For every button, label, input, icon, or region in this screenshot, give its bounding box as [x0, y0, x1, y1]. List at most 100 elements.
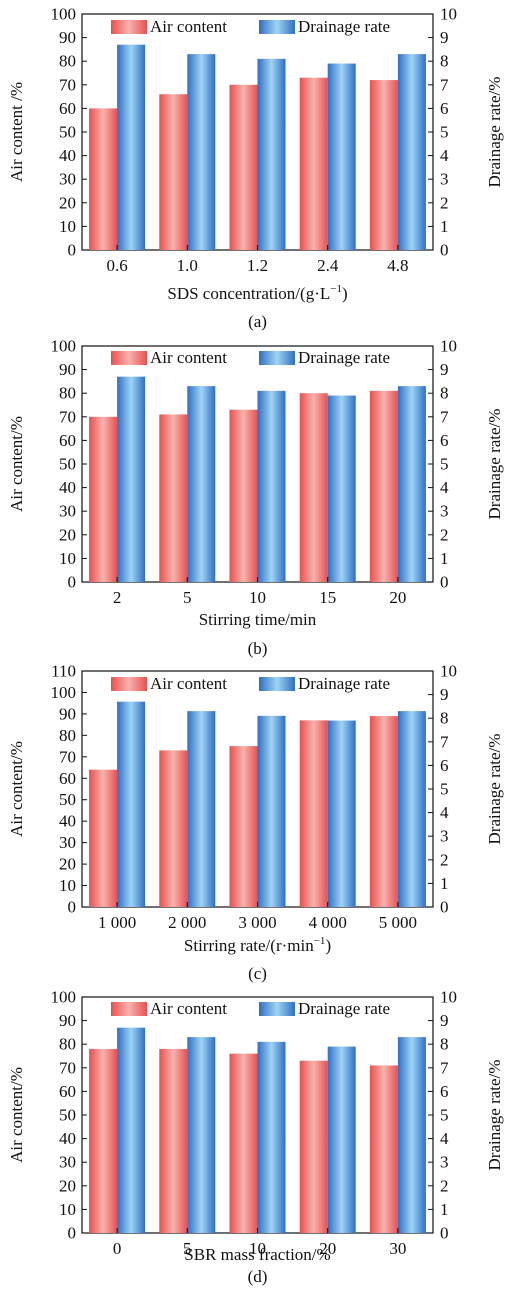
bar-air-content: [299, 720, 328, 907]
y-tick-label: 10: [59, 217, 76, 236]
y2-tick-label: 5: [440, 455, 449, 474]
bar-air-content: [229, 409, 258, 582]
bar-air-content: [369, 80, 398, 250]
y-tick-label: 30: [59, 502, 76, 521]
bar-drainage-rate: [397, 711, 426, 907]
x-tick-label: 1.0: [177, 256, 198, 275]
y-tick-label: 70: [59, 407, 76, 426]
y2-tick-label: 1: [440, 217, 449, 236]
chart-panel-2: 0 10 20 30 40 50 60 70 80 90 100 0 1 2 3 4 5 6 7 8 9 10 2 5 10 15…: [7, 337, 504, 659]
y-tick-label: 40: [59, 1129, 76, 1148]
x-tick-label: 1 000: [98, 913, 136, 932]
y2-tick-label: 7: [440, 407, 449, 426]
panel-caption: (a): [248, 312, 267, 331]
bar-air-content: [369, 390, 398, 582]
bar-drainage-rate: [327, 63, 356, 251]
x-tick-label: 1.2: [247, 256, 268, 275]
y-axis-label: Air content /%: [7, 82, 26, 182]
x-tick-label: 5 000: [379, 913, 417, 932]
x-tick-label: 30: [389, 1239, 406, 1258]
y-tick-label: 100: [51, 5, 77, 24]
chart-panel-3: 0 10 20 30 40 50 60 70 80 90 100 110 0 1 2 3 4 5 6 7 8 9 10 1 0…: [7, 662, 504, 984]
bar-drainage-rate: [187, 711, 216, 907]
y-tick-label: 80: [59, 1035, 76, 1054]
y2-tick-label: 10: [440, 337, 457, 356]
x-tick-label: 2 000: [168, 913, 206, 932]
y2-tick-label: 8: [440, 709, 449, 728]
y-tick-label: 60: [59, 769, 76, 788]
y-tick-label: 40: [59, 812, 76, 831]
y2-tick-label: 5: [440, 780, 449, 799]
y2-tick-label: 7: [440, 1058, 449, 1077]
y-tick-label: 70: [59, 747, 76, 766]
x-tick-label: 0: [113, 1239, 122, 1258]
legend-label-drainage-rate: Drainage rate: [298, 348, 390, 367]
bar-air-content: [229, 84, 258, 250]
y-tick-label: 30: [59, 1153, 76, 1172]
bar-drainage-rate: [397, 1037, 426, 1233]
bar-drainage-rate: [257, 715, 286, 907]
y-tick-label: 70: [59, 1058, 76, 1077]
bar-drainage-rate: [257, 58, 286, 251]
bar-air-content: [299, 393, 328, 582]
y2-tick-label: 10: [440, 988, 457, 1007]
y2-axis-label: Drainage rate/%: [485, 734, 504, 845]
bar-air-content: [229, 746, 258, 907]
legend: Air content Drainage rate: [111, 674, 390, 693]
y-tick-label: 20: [59, 1176, 76, 1195]
y2-tick-label: 10: [440, 5, 457, 24]
y2-tick-label: 9: [440, 685, 449, 704]
y2-tick-label: 1: [440, 1200, 449, 1219]
y2-tick-label: 6: [440, 431, 449, 450]
y2-tick-label: 6: [440, 756, 449, 775]
y2-tick-label: 6: [440, 99, 449, 118]
y-tick-label: 100: [51, 683, 77, 702]
bar-air-content: [229, 1053, 258, 1233]
y2-tick-label: 5: [440, 123, 449, 142]
y-tick-label: 20: [59, 855, 76, 874]
bar-drainage-rate: [397, 386, 426, 582]
bar-drainage-rate: [327, 395, 356, 582]
bar-drainage-rate: [187, 54, 216, 251]
bar-air-content: [159, 414, 188, 582]
y-axis-label: Air content/%: [7, 416, 26, 512]
x-tick-label: 20: [319, 1239, 336, 1258]
y2-tick-label: 5: [440, 1106, 449, 1125]
y-tick-label: 90: [59, 28, 76, 47]
y-tick-label: 30: [59, 170, 76, 189]
y-tick-label: 60: [59, 1082, 76, 1101]
y-tick-label: 40: [59, 146, 76, 165]
bar-drainage-rate: [327, 720, 356, 907]
y2-tick-label: 2: [440, 850, 449, 869]
y2-tick-label: 0: [440, 898, 449, 917]
legend-swatch-drainage-rate: [259, 20, 295, 34]
legend-label-air-content: Air content: [150, 999, 227, 1018]
y2-tick-label: 1: [440, 549, 449, 568]
legend-swatch-air-content: [111, 1002, 147, 1016]
y2-tick-label: 4: [440, 803, 449, 822]
legend-label-air-content: Air content: [150, 17, 227, 36]
y2-tick-label: 1: [440, 874, 449, 893]
bar-air-content: [299, 1060, 328, 1233]
x-tick-label: 5: [183, 1239, 192, 1258]
x-tick-label: 20: [389, 588, 406, 607]
y2-tick-label: 2: [440, 525, 449, 544]
y2-tick-label: 3: [440, 1153, 449, 1172]
legend-swatch-drainage-rate: [259, 1002, 295, 1016]
y-tick-label: 90: [59, 360, 76, 379]
x-axis-label: Stirring rate/(r·min−1): [184, 935, 331, 955]
y-tick-label: 100: [51, 337, 77, 356]
y-tick-label: 20: [59, 193, 76, 212]
y-tick-label: 0: [68, 1224, 77, 1243]
y2-tick-label: 0: [440, 241, 449, 260]
y2-axis-label: Drainage rate/%: [485, 1060, 504, 1171]
legend-label-air-content: Air content: [150, 348, 227, 367]
x-tick-label: 2: [113, 588, 122, 607]
y-tick-label: 0: [68, 573, 77, 592]
bar-drainage-rate: [117, 1027, 146, 1233]
y2-tick-label: 7: [440, 732, 449, 751]
y2-tick-label: 2: [440, 193, 449, 212]
x-tick-label: 0.6: [106, 256, 127, 275]
